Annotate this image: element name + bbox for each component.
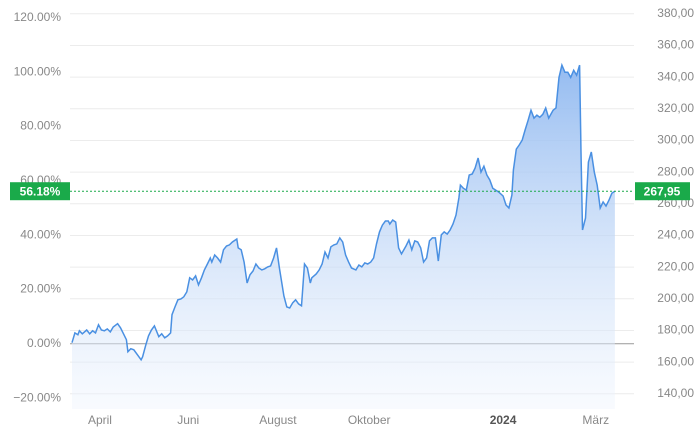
current-price-badge — [635, 182, 690, 201]
y2-tick-label: 160,00 — [657, 354, 694, 368]
y2-tick-label: 380,00 — [657, 6, 694, 20]
x-tick-label: 2024 — [490, 413, 517, 427]
x-tick-label: Oktober — [348, 413, 391, 427]
y-tick-label: −20.00% — [13, 390, 61, 404]
y-tick-label: 40.00% — [20, 227, 61, 241]
y-tick-label: 0.00% — [27, 336, 61, 350]
x-tick-label: Juni — [177, 413, 199, 427]
y-tick-label: 120.00% — [14, 10, 62, 24]
y-tick-label: 20.00% — [20, 282, 61, 296]
y-tick-label: 80.00% — [20, 119, 61, 133]
x-tick-label: März — [582, 413, 609, 427]
y2-tick-label: 340,00 — [657, 69, 694, 83]
x-tick-label: April — [88, 413, 112, 427]
y2-tick-label: 180,00 — [657, 323, 694, 337]
line — [71, 62, 616, 362]
area — [72, 65, 615, 409]
y2-tick-label: 220,00 — [657, 259, 694, 273]
current-badge — [10, 182, 70, 201]
current-price-label: 267,95 — [644, 184, 681, 198]
y2-tick-label: 200,00 — [657, 291, 694, 305]
y2-tick-label: 280,00 — [657, 164, 694, 178]
y2-tick-label: 300,00 — [657, 133, 694, 147]
current-label: 56.18% — [20, 184, 61, 198]
y-tick-label: 100.00% — [14, 64, 62, 78]
y2-tick-label: 240,00 — [657, 228, 694, 242]
y2-tick-label: 360,00 — [657, 38, 694, 52]
x-tick-label: August — [259, 413, 297, 427]
y2-tick-label: 140,00 — [657, 386, 694, 400]
y2-tick-label: 320,00 — [657, 101, 694, 115]
